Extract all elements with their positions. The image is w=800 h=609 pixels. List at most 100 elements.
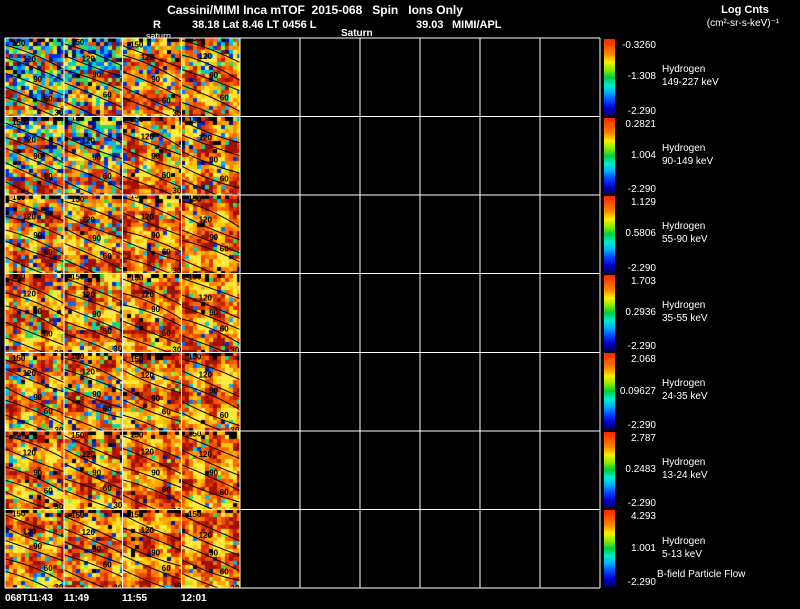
contour-line	[5, 491, 53, 510]
contour-line	[122, 514, 182, 541]
contour-line	[122, 257, 171, 274]
contour-line	[122, 175, 176, 196]
contour-line	[181, 68, 240, 92]
contour-line	[63, 333, 114, 353]
contour-line	[122, 466, 182, 489]
contour-line	[181, 150, 240, 174]
contour-line	[181, 334, 229, 353]
contour-label: 120	[23, 135, 37, 144]
colorbar-min-label: -2.290	[627, 577, 656, 588]
species-name: Hydrogen	[662, 378, 706, 390]
page-title: Cassini/MIMI Inca mTOF 2015-068 Spin Ion…	[167, 3, 463, 17]
contour-label: 150	[130, 511, 144, 520]
species-name: Hydrogen	[662, 142, 706, 154]
contour-line	[63, 118, 123, 144]
contour-line	[122, 320, 182, 345]
contour-label: 90	[151, 468, 160, 477]
contour-label: 150	[130, 274, 144, 283]
contour-label: 120	[199, 293, 213, 302]
contour-label: 30	[54, 108, 63, 116]
contour-label: 30	[231, 346, 240, 353]
contour-label: 120	[81, 136, 95, 145]
colorbar-max-label: 2.068	[630, 354, 656, 366]
contour-label: 30	[54, 583, 63, 588]
contour-label: 150	[12, 117, 26, 126]
contour-line	[63, 462, 123, 490]
contour-line	[122, 569, 167, 588]
contour-label: 150	[71, 512, 85, 521]
contour-line	[5, 86, 64, 110]
colorbar-mid-label: 1.001	[630, 542, 656, 554]
contour-line	[122, 97, 172, 117]
species-label: Hydrogen 5-13 keV	[662, 535, 705, 561]
contour-label: 30	[172, 582, 181, 588]
contour-label: 120	[23, 213, 37, 222]
contour-line	[5, 44, 64, 70]
contour-line	[122, 120, 182, 148]
contour-label: 120	[23, 448, 37, 457]
contour-line	[63, 489, 117, 510]
contour-line	[63, 215, 123, 239]
colorbar-min-label: -2.290	[627, 105, 656, 117]
contour-label: 90	[92, 390, 101, 399]
contour-line	[5, 399, 64, 426]
species-name: Hydrogen	[662, 299, 706, 311]
contour-line	[5, 447, 64, 472]
heatmap-canvas	[181, 195, 240, 274]
contour-label: 30	[113, 428, 122, 430]
colorbar-mid-label: 0.09627	[619, 385, 656, 397]
colorbar-mid-label: 0.2483	[625, 464, 656, 476]
contour-line	[63, 528, 123, 555]
contour-line	[122, 278, 182, 306]
contour-line	[122, 304, 182, 327]
contour-label: 120	[199, 531, 213, 540]
contour-label: 90	[151, 152, 160, 161]
heatmap-canvas	[181, 430, 240, 510]
contour-label: 30	[54, 270, 63, 274]
contour-label: 120	[140, 290, 154, 299]
contour-line	[181, 133, 240, 156]
contour-line	[63, 242, 123, 271]
colorbar	[604, 353, 615, 430]
contour-line	[122, 370, 182, 394]
contour-line	[63, 82, 123, 109]
contour-label: 150	[12, 274, 26, 281]
colorbar	[604, 274, 615, 352]
contour-label: 120	[140, 53, 154, 62]
contour-line	[181, 39, 240, 63]
contour-label: 90	[92, 310, 101, 319]
contour-line	[63, 165, 123, 191]
species-label: Hydrogen 24-35 keV	[662, 377, 708, 403]
contour-label: 150	[12, 510, 26, 519]
contour-label: 60	[103, 252, 112, 261]
r-label: R	[153, 19, 161, 31]
contour-line	[122, 399, 182, 423]
contour-line	[122, 71, 182, 99]
contour-line	[63, 306, 123, 332]
contour-line	[122, 544, 182, 568]
heatmap-canvas	[5, 38, 64, 117]
energy-range: 13-24 keV	[662, 470, 708, 481]
contour-line	[181, 200, 240, 228]
contour-line	[63, 259, 98, 274]
contour-line	[63, 569, 105, 588]
colorbar-mid-label: 1.004	[630, 149, 656, 161]
contour-line	[5, 198, 64, 222]
contour-line	[63, 148, 123, 176]
contour-label: 90	[92, 71, 101, 80]
contour-label: 150	[130, 355, 144, 364]
contour-label: 60	[44, 407, 53, 416]
colorbar-min-label: -2.290	[627, 498, 656, 510]
contour-label: 150	[71, 352, 85, 361]
